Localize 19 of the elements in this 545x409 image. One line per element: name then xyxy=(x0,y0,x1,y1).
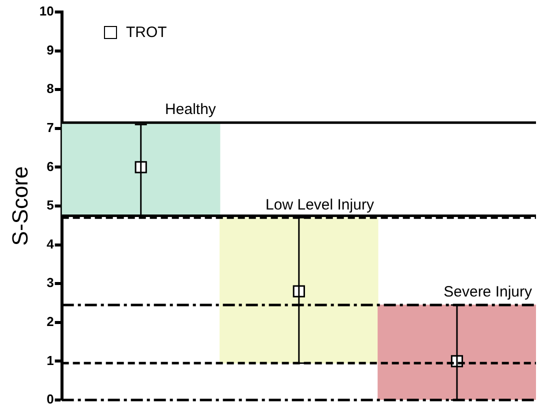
y-tick-label: 10 xyxy=(39,4,54,19)
y-axis-title: S-Score xyxy=(7,166,32,246)
y-tick-label: 6 xyxy=(46,158,54,174)
y-tick-label: 5 xyxy=(46,198,54,213)
annotation: Healthy xyxy=(165,101,216,118)
annotation: Low Level Injury xyxy=(266,196,374,214)
y-tick-label: 7 xyxy=(46,120,54,135)
y-tick-label: 4 xyxy=(46,236,55,252)
y-tick-label: 1 xyxy=(46,352,54,368)
annotation: Severe Injury xyxy=(444,284,532,301)
y-tick-label: 0 xyxy=(46,392,54,407)
y-tick-label: 3 xyxy=(46,275,54,290)
bar xyxy=(220,217,378,364)
y-tick-label: 8 xyxy=(46,81,54,96)
y-tick-label: 9 xyxy=(46,42,54,58)
y-tick-label: 2 xyxy=(46,314,54,329)
legend-label: TROT xyxy=(126,24,167,41)
bar xyxy=(378,304,536,400)
bar xyxy=(62,122,220,216)
